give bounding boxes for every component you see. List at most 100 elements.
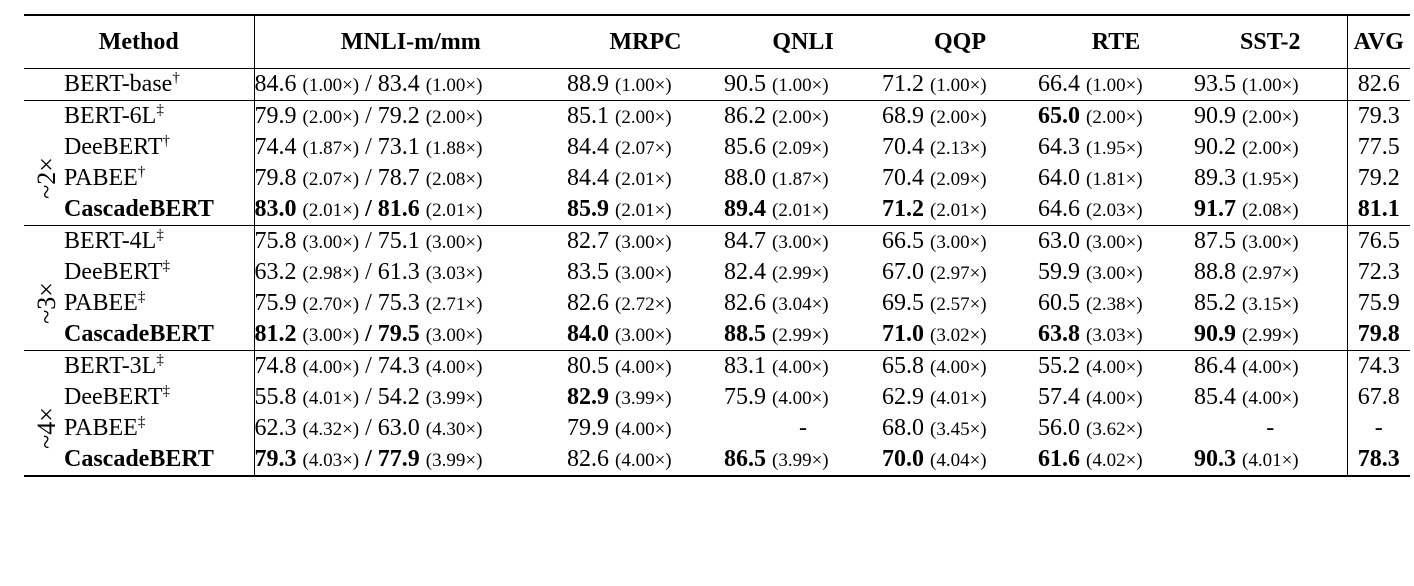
qnli-cell: 85.6 (2.09×)	[724, 132, 882, 163]
header-avg: AVG	[1346, 15, 1410, 69]
mnli-mm-value: 75.3	[377, 290, 420, 316]
qnli-value: 88.0	[724, 165, 766, 191]
qnli-value: 88.5	[724, 321, 766, 347]
method-cell: BERT-3L‡	[64, 351, 254, 383]
mnli-mm-speedup: (2.08×)	[425, 169, 483, 190]
header-method-label: Method	[98, 28, 179, 55]
qnli-speedup: (2.99×)	[772, 325, 829, 346]
sst2-speedup: (2.99×)	[1242, 325, 1299, 346]
avg-cell: 78.3	[1346, 444, 1410, 476]
mnli-mm-value: 73.1	[377, 134, 420, 160]
mnli-mm-value: 83.4	[377, 71, 420, 97]
sst2-cell: 90.3 (4.01×)	[1194, 444, 1347, 476]
avg-cell: 67.8	[1346, 382, 1410, 413]
mnli-m-speedup: (4.32×)	[302, 419, 360, 440]
qqp-speedup: (1.00×)	[930, 75, 987, 96]
qnli-speedup: (2.99×)	[772, 263, 829, 284]
mnli-cell: 79.8 (2.07×) / 78.7 (2.08×)	[253, 163, 567, 194]
avg-value: 77.5	[1357, 134, 1400, 160]
sst2-speedup: (3.00×)	[1242, 232, 1299, 253]
sst2-speedup: (4.00×)	[1242, 388, 1299, 409]
qnli-cell: 82.4 (2.99×)	[724, 257, 882, 288]
mnli-cell: 79.9 (2.00×) / 79.2 (2.00×)	[253, 100, 567, 132]
rte-speedup: (2.38×)	[1086, 294, 1143, 315]
avg-value: 79.2	[1357, 165, 1400, 191]
sst2-cell: 85.2 (3.15×)	[1194, 288, 1347, 319]
avg-cell: 79.2	[1346, 163, 1410, 194]
header-mnli: MNLI-m/mm	[253, 15, 567, 69]
qqp-cell: 70.4 (2.09×)	[882, 163, 1038, 194]
mnli-cell: 75.8 (3.00×) / 75.1 (3.00×)	[253, 225, 567, 257]
method-mark: †	[172, 70, 180, 86]
speedup-label: ~4×	[31, 407, 61, 449]
table-row: CascadeBERT 81.2 (3.00×) / 79.5 (3.00×) 84…	[24, 319, 1410, 351]
mnli-cell: 84.6 (1.00×) / 83.4 (1.00×)	[253, 68, 567, 101]
mnli-mm-speedup: (3.99×)	[425, 388, 483, 409]
sst2-value: 90.9	[1194, 103, 1236, 129]
qnli-value: -	[799, 415, 807, 441]
mnli-mm-value: 54.2	[377, 384, 420, 410]
mnli-m-speedup: (1.00×)	[302, 75, 360, 96]
method-mark: †	[137, 164, 146, 180]
sst2-value: 90.3	[1194, 446, 1236, 472]
sst2-speedup: (2.00×)	[1242, 138, 1299, 159]
mrpc-speedup: (2.00×)	[615, 107, 672, 128]
rte-speedup: (3.03×)	[1086, 325, 1143, 346]
mrpc-value: 84.4	[567, 165, 609, 191]
speedup-cell	[24, 69, 64, 101]
mrpc-speedup: (3.99×)	[615, 388, 672, 409]
rte-cell: 64.0 (1.81×)	[1038, 163, 1194, 194]
mrpc-speedup: (4.00×)	[615, 357, 672, 378]
method-mark: ‡	[162, 258, 171, 274]
mnli-m-speedup: (4.00×)	[302, 357, 360, 378]
mnli-cell: 74.4 (1.87×) / 73.1 (1.88×)	[253, 132, 567, 163]
method-name: BERT-base	[64, 71, 173, 97]
qnli-cell: 89.4 (2.01×)	[724, 194, 882, 226]
rte-cell: 65.0 (2.00×)	[1038, 101, 1194, 133]
mrpc-value: 82.6	[567, 446, 609, 472]
qnli-speedup: (2.01×)	[772, 200, 829, 221]
avg-value: 79.3	[1357, 103, 1400, 129]
table-row: CascadeBERT 79.3 (4.03×) / 77.9 (3.99×) 82…	[24, 444, 1410, 476]
method-mark: †	[162, 133, 171, 149]
qnli-cell: 86.5 (3.99×)	[724, 444, 882, 476]
rte-value: 56.0	[1038, 415, 1080, 441]
qqp-speedup: (4.04×)	[930, 450, 987, 471]
table-row: PABEE† 79.8 (2.07×) / 78.7 (2.08×) 84.4 (2…	[24, 163, 1410, 194]
qqp-cell: 71.0 (3.02×)	[882, 319, 1038, 351]
rte-value: 60.5	[1038, 290, 1080, 316]
sst2-cell: 86.4 (4.00×)	[1194, 351, 1347, 383]
header-rte: RTE	[1038, 15, 1194, 69]
qqp-speedup: (2.09×)	[930, 169, 987, 190]
qqp-speedup: (3.00×)	[930, 232, 987, 253]
avg-value: 72.3	[1357, 259, 1400, 285]
header-sst2: SST-2	[1194, 15, 1347, 69]
table-row: DeeBERT‡ 55.8 (4.01×) / 54.2 (3.99×) 82.9 …	[24, 382, 1410, 413]
header-method: Method	[24, 15, 254, 69]
qqp-cell: 68.0 (3.45×)	[882, 413, 1038, 444]
qqp-speedup: (3.02×)	[930, 325, 987, 346]
sst2-speedup: (2.97×)	[1242, 263, 1299, 284]
qnli-speedup: (3.99×)	[772, 450, 829, 471]
qnli-cell: 84.7 (3.00×)	[724, 226, 882, 258]
mnli-mm-speedup: (2.00×)	[425, 107, 483, 128]
qqp-value: 71.0	[882, 321, 924, 347]
mnli-mm-value: 79.5	[377, 321, 420, 347]
avg-value: -	[1374, 415, 1383, 441]
sst2-cell: 90.9 (2.00×)	[1194, 101, 1347, 133]
method-cell: PABEE‡	[64, 288, 254, 319]
qqp-value: 71.2	[882, 71, 924, 97]
qqp-cell: 69.5 (2.57×)	[882, 288, 1038, 319]
mnli-mm-speedup: (2.71×)	[425, 294, 483, 315]
rte-cell: 63.0 (3.00×)	[1038, 226, 1194, 258]
mrpc-value: 85.1	[567, 103, 609, 129]
qnli-speedup: (2.00×)	[772, 107, 829, 128]
method-mark: ‡	[156, 227, 164, 243]
mnli-mm-value: 81.6	[377, 196, 420, 222]
mrpc-value: 80.5	[567, 353, 609, 379]
rte-cell: 60.5 (2.38×)	[1038, 288, 1194, 319]
qnli-speedup: (4.00×)	[772, 388, 829, 409]
qqp-speedup: (3.45×)	[930, 419, 987, 440]
mnli-cell: 62.3 (4.32×) / 63.0 (4.30×)	[253, 413, 567, 444]
mnli-mm-value: 63.0	[377, 415, 420, 441]
